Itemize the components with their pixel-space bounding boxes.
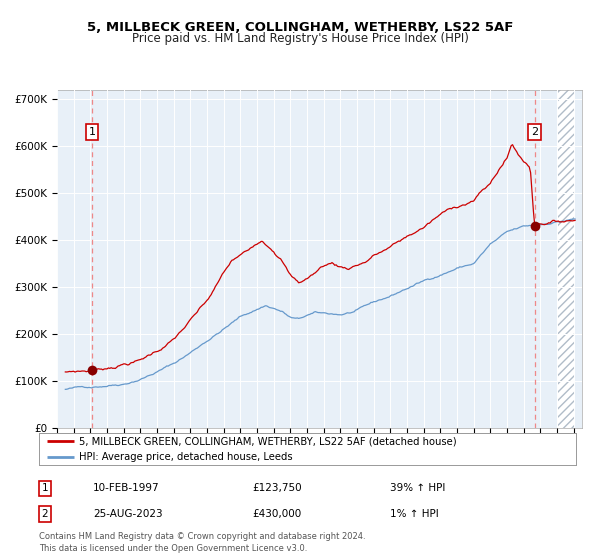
Text: 2: 2 bbox=[531, 127, 538, 137]
Text: 5, MILLBECK GREEN, COLLINGHAM, WETHERBY, LS22 5AF (detached house): 5, MILLBECK GREEN, COLLINGHAM, WETHERBY,… bbox=[79, 436, 457, 446]
Text: 1: 1 bbox=[41, 483, 49, 493]
Text: £430,000: £430,000 bbox=[252, 509, 301, 519]
Text: HPI: Average price, detached house, Leeds: HPI: Average price, detached house, Leed… bbox=[79, 452, 293, 462]
Text: 39% ↑ HPI: 39% ↑ HPI bbox=[390, 483, 445, 493]
Text: 1: 1 bbox=[89, 127, 95, 137]
Text: £123,750: £123,750 bbox=[252, 483, 302, 493]
Text: Price paid vs. HM Land Registry's House Price Index (HPI): Price paid vs. HM Land Registry's House … bbox=[131, 32, 469, 45]
Text: 5, MILLBECK GREEN, COLLINGHAM, WETHERBY, LS22 5AF: 5, MILLBECK GREEN, COLLINGHAM, WETHERBY,… bbox=[87, 21, 513, 34]
Text: Contains HM Land Registry data © Crown copyright and database right 2024.
This d: Contains HM Land Registry data © Crown c… bbox=[39, 532, 365, 553]
Text: 10-FEB-1997: 10-FEB-1997 bbox=[93, 483, 160, 493]
Text: 25-AUG-2023: 25-AUG-2023 bbox=[93, 509, 163, 519]
Text: 1% ↑ HPI: 1% ↑ HPI bbox=[390, 509, 439, 519]
Text: 2: 2 bbox=[41, 509, 49, 519]
